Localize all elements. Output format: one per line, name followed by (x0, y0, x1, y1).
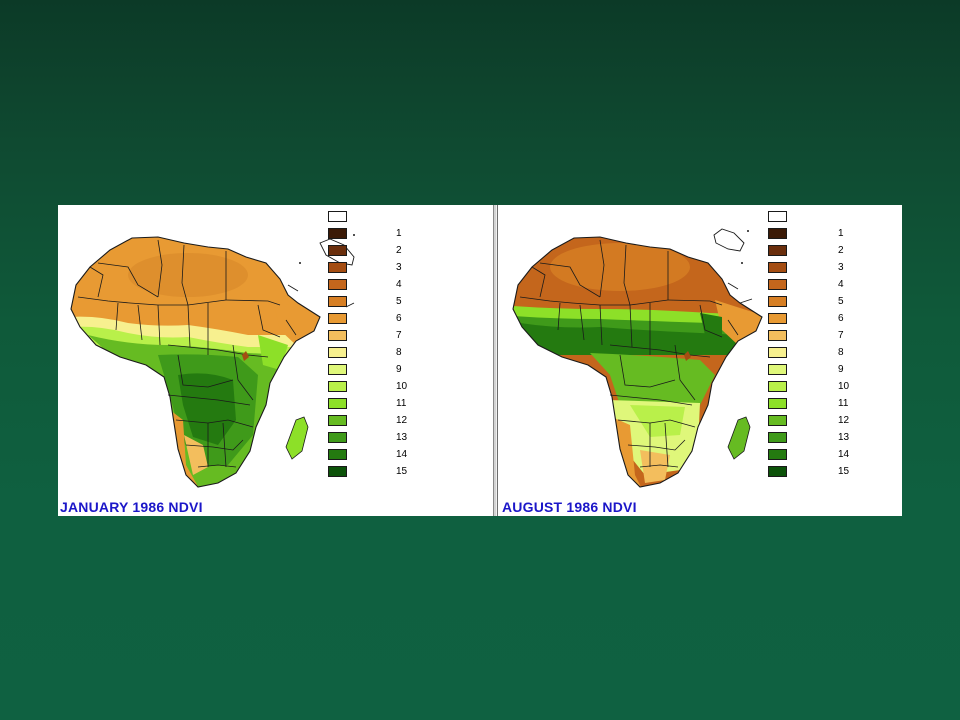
legend-swatch-7 (328, 330, 347, 341)
legend-label-11: 11 (396, 398, 407, 409)
middle-east-outline (319, 238, 355, 266)
august-map-panel: 1 2 3 4 5 6 7 8 9 10 11 12 13 14 15 AUGUST 1986 NDVI (500, 205, 902, 516)
legend-swatch-14 (768, 449, 787, 460)
legend-swatch-4 (328, 279, 347, 290)
legend-label-13: 13 (396, 432, 408, 443)
legend-label-12: 12 (838, 415, 850, 426)
legend-swatch-12 (328, 415, 347, 426)
legend-label-10: 10 (396, 381, 408, 392)
legend-swatch-0 (328, 211, 347, 222)
legend-label-10: 10 (838, 381, 850, 392)
legend-label-12: 12 (396, 415, 408, 426)
madagascar-island (727, 416, 751, 460)
legend-swatch-10 (328, 381, 347, 392)
legend-label-2: 2 (396, 245, 402, 256)
legend-label-7: 7 (838, 330, 844, 341)
legend-label-15: 15 (838, 466, 850, 477)
legend-swatch-11 (768, 398, 787, 409)
legend-label-5: 5 (838, 296, 844, 307)
legend-swatch-7 (768, 330, 787, 341)
legend-swatch-4 (768, 279, 787, 290)
map-title-august: AUGUST 1986 NDVI (502, 499, 637, 515)
legend-swatch-15 (328, 466, 347, 477)
legend-swatch-6 (328, 313, 347, 324)
legend-swatch-6 (768, 313, 787, 324)
legend-swatch-3 (768, 262, 787, 273)
legend-swatch-14 (328, 449, 347, 460)
legend-swatch-8 (328, 347, 347, 358)
legend-label-3: 3 (396, 262, 402, 273)
legend-swatch-12 (768, 415, 787, 426)
legend-swatch-13 (768, 432, 787, 443)
legend-label-4: 4 (838, 279, 844, 290)
legend-label-9: 9 (838, 364, 844, 375)
legend-swatch-0 (768, 211, 787, 222)
legend-label-1: 1 (838, 228, 844, 239)
africa-map-january (70, 234, 355, 488)
africa-map-august (512, 228, 763, 488)
legend-label-5: 5 (396, 296, 402, 307)
legend-label-3: 3 (838, 262, 844, 273)
legend-swatch-3 (328, 262, 347, 273)
madagascar-island (285, 416, 309, 460)
legend-label-9: 9 (396, 364, 402, 375)
country-borders (70, 236, 321, 488)
ndvi-comparison-figure: 1 2 3 4 5 6 7 8 9 10 11 12 13 14 15 JANUARY 1986 NDVI (58, 205, 902, 516)
legend-swatch-2 (768, 245, 787, 256)
legend-label-14: 14 (396, 449, 408, 460)
lake-victoria (242, 351, 249, 361)
legend-swatch-10 (768, 381, 787, 392)
legend-swatch-1 (768, 228, 787, 239)
legend-label-8: 8 (838, 347, 844, 358)
legend-label-4: 4 (396, 279, 402, 290)
legend-swatch-11 (328, 398, 347, 409)
legend-swatch-1 (328, 228, 347, 239)
january-map-panel: 1 2 3 4 5 6 7 8 9 10 11 12 13 14 15 JANUARY 1986 NDVI (58, 205, 492, 516)
lake-victoria (684, 351, 691, 361)
legend-swatch-9 (768, 364, 787, 375)
legend-label-7: 7 (396, 330, 402, 341)
legend-label-11: 11 (838, 398, 849, 409)
legend-label-14: 14 (838, 449, 850, 460)
legend-label-13: 13 (838, 432, 850, 443)
legend-swatch-2 (328, 245, 347, 256)
legend-swatch-8 (768, 347, 787, 358)
legend-label-6: 6 (396, 313, 402, 324)
legend-swatch-5 (328, 296, 347, 307)
map-title-january: JANUARY 1986 NDVI (60, 499, 203, 515)
middle-east-outline (713, 228, 745, 252)
legend-swatch-9 (328, 364, 347, 375)
legend-label-1: 1 (396, 228, 402, 239)
legend-swatch-13 (328, 432, 347, 443)
legend-label-2: 2 (838, 245, 844, 256)
country-borders (512, 236, 763, 488)
legend-swatch-15 (768, 466, 787, 477)
legend-label-8: 8 (396, 347, 402, 358)
legend-label-6: 6 (838, 313, 844, 324)
legend-swatch-5 (768, 296, 787, 307)
panel-divider (492, 205, 500, 516)
legend-label-15: 15 (396, 466, 408, 477)
